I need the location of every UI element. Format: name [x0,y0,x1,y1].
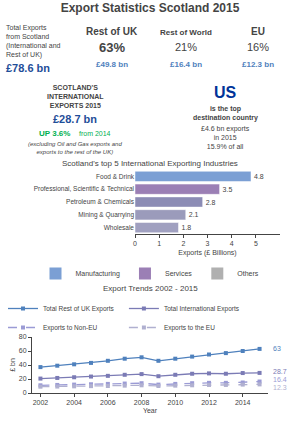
svg-text:Export Statistics Scotland 201: Export Statistics Scotland 2015 [61,1,240,15]
svg-text:3: 3 [206,240,210,247]
svg-text:1.8: 1.8 [182,224,192,231]
svg-text:Petroleum & Chemicals: Petroleum & Chemicals [66,198,135,205]
svg-text:Total Rest of UK Exports: Total Rest of UK Exports [43,305,115,313]
svg-text:Mining & Quarrying: Mining & Quarrying [78,211,134,219]
svg-text:2008: 2008 [134,399,150,406]
svg-text:2004: 2004 [66,399,82,406]
svg-text:60: 60 [19,347,27,354]
svg-text:from 2014: from 2014 [79,130,111,137]
svg-text:2.8: 2.8 [206,199,216,206]
svg-text:UP 3.6%: UP 3.6% [39,129,70,138]
svg-text:4: 4 [230,240,234,247]
svg-text:5: 5 [254,240,258,247]
svg-text:£4.6 bn exportsin 201515.9% of: £4.6 bn exportsin 201515.9% of all [201,125,250,150]
svg-text:80: 80 [19,333,27,340]
svg-text:Total Exportsfrom Scotland(Int: Total Exportsfrom Scotland(International… [6,24,61,59]
svg-text:Export Trends 2002 - 2015: Export Trends 2002 - 2015 [103,284,198,293]
svg-text:£12.3 bn: £12.3 bn [242,60,274,69]
svg-text:16%: 16% [247,41,269,53]
svg-text:2012: 2012 [201,399,217,406]
svg-text:12.3: 12.3 [273,384,287,391]
svg-text:Scotland's top 5 International: Scotland's top 5 International Exporting… [62,159,238,168]
svg-text:2010: 2010 [168,399,184,406]
svg-text:£16.4 bn: £16.4 bn [170,60,202,69]
svg-text:Rest of World: Rest of World [160,28,212,37]
svg-text:40: 40 [19,361,27,368]
svg-text:2.1: 2.1 [189,211,199,218]
svg-text:£28.7 bn: £28.7 bn [53,113,97,125]
svg-text:Exports to the EU: Exports to the EU [164,324,215,332]
svg-text:US: US [214,84,237,101]
svg-text:£49.8 bn: £49.8 bn [96,60,128,69]
svg-text:Year: Year [143,407,158,414]
svg-text:21%: 21% [175,41,197,53]
svg-text:Wholesale: Wholesale [104,224,135,231]
svg-text:4.8: 4.8 [254,173,264,180]
svg-text:28.7: 28.7 [273,368,287,375]
svg-text:Total International Exports: Total International Exports [164,305,240,313]
svg-text:20: 20 [19,375,27,382]
svg-text:is the topdestination country: is the topdestination country [193,105,258,122]
svg-text:Food & Drink: Food & Drink [96,173,135,180]
svg-text:£78.6 bn: £78.6 bn [6,62,50,74]
svg-text:Others: Others [237,270,259,277]
svg-text:SCOTLAND'SINTERNATIONALEXPORTS: SCOTLAND'SINTERNATIONALEXPORTS 2015 [47,84,104,109]
svg-text:2014: 2014 [235,399,251,406]
svg-text:0: 0 [133,240,137,247]
svg-text:2: 2 [181,240,185,247]
svg-text:Rest of UK: Rest of UK [86,26,138,37]
svg-text:Exports to Non-EU: Exports to Non-EU [43,324,97,332]
svg-text:2002: 2002 [33,399,49,406]
svg-text:3.5: 3.5 [223,186,233,193]
svg-text:16.4: 16.4 [273,376,287,383]
svg-text:£ bn: £ bn [9,358,16,372]
svg-text:EU: EU [251,26,265,37]
svg-text:Professional, Scientific & Tec: Professional, Scientific & Technical [34,185,135,192]
svg-text:0: 0 [23,389,27,396]
svg-text:Services: Services [165,270,192,277]
svg-text:1: 1 [157,240,161,247]
svg-text:(excluding Oil and Gas exports: (excluding Oil and Gas exports andexport… [28,141,122,155]
svg-text:Manufacturing: Manufacturing [76,270,120,278]
svg-text:63: 63 [273,345,281,352]
svg-text:63%: 63% [99,40,125,55]
svg-text:2006: 2006 [100,399,116,406]
svg-text:Exports (£ Billions): Exports (£ Billions) [178,249,236,257]
